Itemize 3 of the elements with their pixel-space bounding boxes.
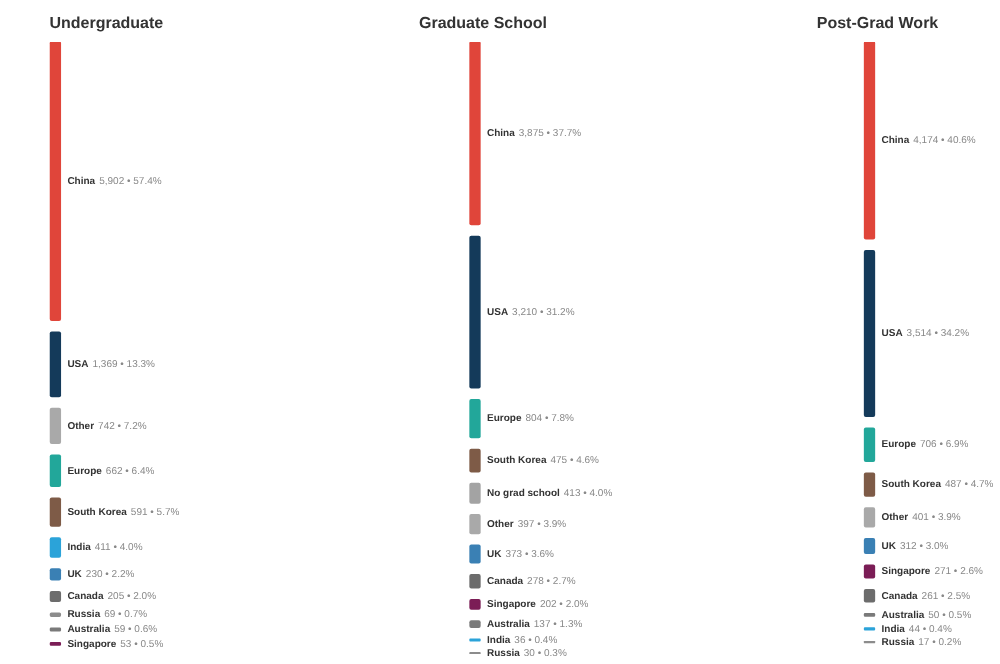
- text: Undergraduate: [49, 14, 165, 33]
- text: Graduate School: [418, 14, 548, 33]
- text: Post-Grad Work: [816, 14, 940, 33]
